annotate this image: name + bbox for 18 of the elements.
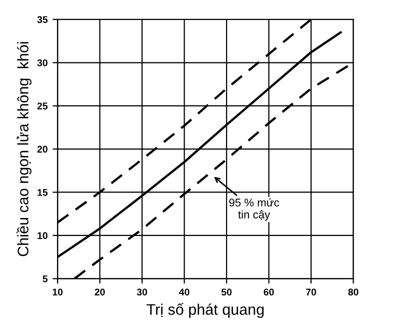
x-tick-label: 40 <box>179 288 190 296</box>
y-tick-label: 25 <box>37 102 48 110</box>
annotation: 95 % mức tin cậy <box>229 198 280 221</box>
y-tick-label: 20 <box>37 146 48 153</box>
y-tick-label: 35 <box>37 16 48 24</box>
x-axis-title: Trị số phát quang <box>146 302 264 318</box>
x-tick-label: 30 <box>136 288 148 296</box>
y-tick-label: 15 <box>38 189 48 196</box>
x-tick-label: 70 <box>306 288 316 296</box>
y-tick-label: 5 <box>42 275 48 282</box>
x-tick-label: 50 <box>221 288 232 296</box>
y-tick-label: 10 <box>38 232 48 240</box>
y-axis-title: Chiều cao ngọn lửa không khói <box>16 42 32 256</box>
x-tick-label: 10 <box>52 288 63 296</box>
x-tick-label: 60 <box>264 288 274 296</box>
x-tick-label: 20 <box>94 288 105 296</box>
x-tick-label: 80 <box>348 288 358 296</box>
y-tick-label: 30 <box>37 59 48 66</box>
